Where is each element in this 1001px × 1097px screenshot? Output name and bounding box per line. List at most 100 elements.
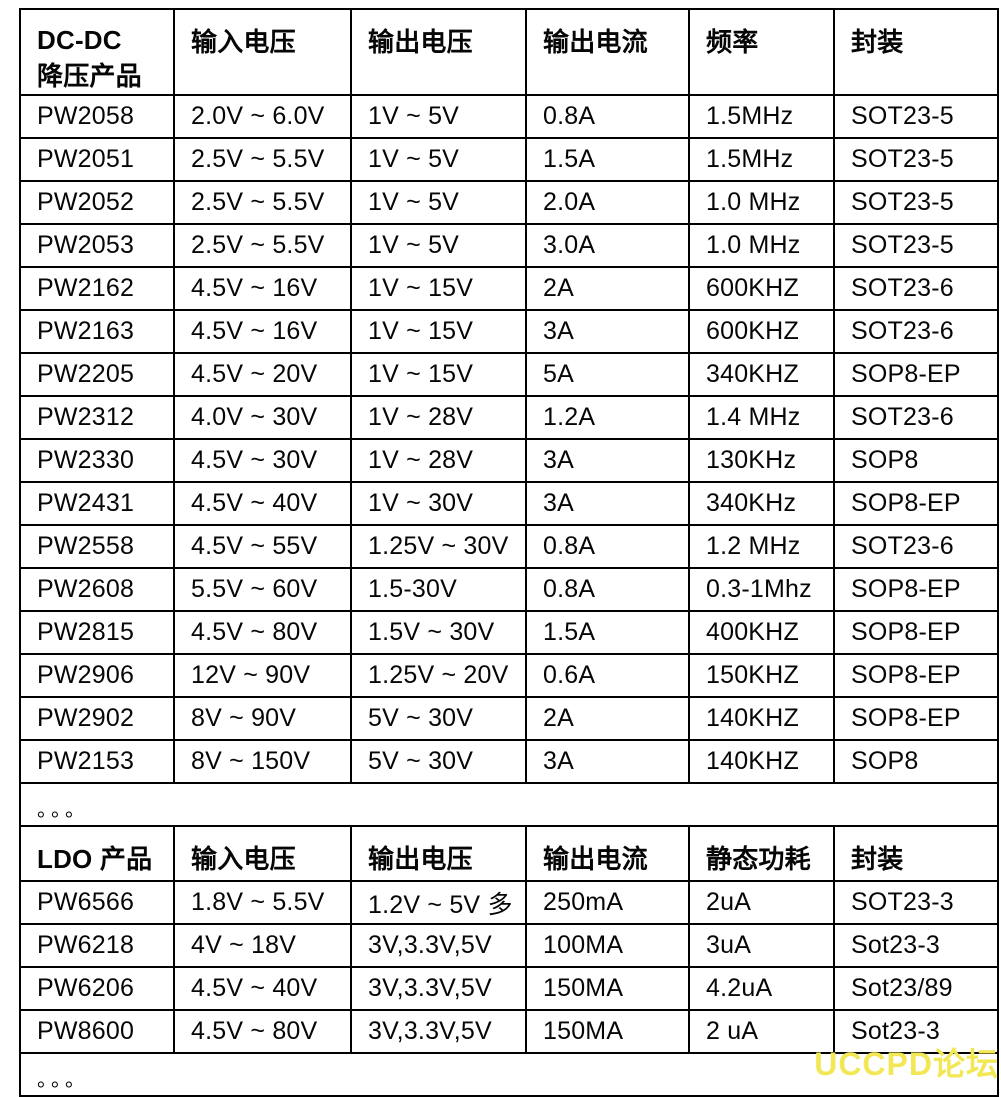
table-cell: 1.5-30V [350, 567, 527, 612]
table-cell: 5A [525, 352, 690, 397]
table-row: PW8600 4.5V ~ 80V 3V,3.3V,5V 150MA 2 uA Sot23… [19, 1009, 999, 1054]
ldo-header-row: LDO 产品 输入电压 输出电压 输出电流 静态功耗 封装 [19, 825, 999, 882]
table-cell: 5V ~ 30V [350, 696, 527, 741]
table-cell: 1V ~ 28V [350, 438, 527, 483]
table-cell: PW2153 [19, 739, 175, 784]
table-cell: 1V ~ 30V [350, 481, 527, 526]
table-row: PW2431 4.5V ~ 40V 1V ~ 30V 3A 340KHz SOP8-EP [19, 481, 999, 526]
table-cell: 3.0A [525, 223, 690, 268]
table-cell: 0.6A [525, 653, 690, 698]
table-cell: PW2431 [19, 481, 175, 526]
ldo-header-output-voltage: 输出电压 [350, 825, 527, 882]
table-cell: PW2162 [19, 266, 175, 311]
table-cell: PW2906 [19, 653, 175, 698]
table-row: PW2906 12V ~ 90V 1.25V ~ 20V 0.6A 150KHZ SOP8… [19, 653, 999, 698]
table-cell: 1.5MHz [688, 137, 835, 182]
table-cell: PW2558 [19, 524, 175, 569]
table-cell: 1.5MHz [688, 94, 835, 139]
table-row: PW2205 4.5V ~ 20V 1V ~ 15V 5A 340KHZ SOP8-EP [19, 352, 999, 397]
table-cell: 4V ~ 18V [173, 923, 352, 968]
table-cell: 1.25V ~ 30V [350, 524, 527, 569]
table-cell: PW2330 [19, 438, 175, 483]
table-cell: SOP8-EP [833, 481, 999, 526]
table-cell: PW2163 [19, 309, 175, 354]
table-row: PW6218 4V ~ 18V 3V,3.3V,5V 100MA 3uA Sot23-3 [19, 923, 999, 968]
table-cell: 1.8V ~ 5.5V [173, 880, 352, 925]
table-cell: 1V ~ 15V [350, 352, 527, 397]
table-cell: 2uA [688, 880, 835, 925]
table-cell: 4.5V ~ 80V [173, 1009, 352, 1054]
table-cell: 1V ~ 5V [350, 94, 527, 139]
table-cell: SOT23-5 [833, 180, 999, 225]
dcdc-ellipsis-cell: 。。。 [19, 782, 999, 827]
table-row: PW2558 4.5V ~ 55V 1.25V ~ 30V 0.8A 1.2 MHz SO… [19, 524, 999, 569]
ldo-ellipsis-row: 。。。 [19, 1052, 999, 1097]
table-cell: SOT23-6 [833, 309, 999, 354]
table-cell: 4.5V ~ 16V [173, 309, 352, 354]
table-row: PW6566 1.8V ~ 5.5V 1.2V ~ 5V 多 250mA 2uA SOT2… [19, 880, 999, 925]
ldo-header-input-voltage: 输入电压 [173, 825, 352, 882]
dcdc-header-output-voltage: 输出电压 [350, 8, 527, 96]
table-cell: 340KHz [688, 481, 835, 526]
table-row: PW2608 5.5V ~ 60V 1.5-30V 0.8A 0.3-1Mhz SOP8-… [19, 567, 999, 612]
table-cell: 1.5V ~ 30V [350, 610, 527, 655]
table-cell: 4.5V ~ 20V [173, 352, 352, 397]
table-cell: PW2902 [19, 696, 175, 741]
table-cell: 2 uA [688, 1009, 835, 1054]
table-cell: PW2053 [19, 223, 175, 268]
table-cell: PW2815 [19, 610, 175, 655]
table-row: PW2902 8V ~ 90V 5V ~ 30V 2A 140KHZ SOP8-EP [19, 696, 999, 741]
table-cell: 100MA [525, 923, 690, 968]
table-cell: 250mA [525, 880, 690, 925]
table-cell: SOT23-3 [833, 880, 999, 925]
table-cell: 1V ~ 15V [350, 266, 527, 311]
ldo-header-quiescent-power: 静态功耗 [688, 825, 835, 882]
table-cell: 2A [525, 266, 690, 311]
table-cell: 1.0 MHz [688, 180, 835, 225]
table-cell: 3A [525, 481, 690, 526]
table-cell: 0.8A [525, 94, 690, 139]
table-cell: 4.5V ~ 16V [173, 266, 352, 311]
table-cell: 8V ~ 150V [173, 739, 352, 784]
table-cell: 1.2V ~ 5V 多 [350, 880, 527, 925]
table-row: PW2051 2.5V ~ 5.5V 1V ~ 5V 1.5A 1.5MHz SOT23-… [19, 137, 999, 182]
table-row: PW2163 4.5V ~ 16V 1V ~ 15V 3A 600KHZ SOT23-6 [19, 309, 999, 354]
table-cell: 150MA [525, 1009, 690, 1054]
table-cell: 2.0A [525, 180, 690, 225]
table-cell: 3A [525, 739, 690, 784]
table-row: PW2815 4.5V ~ 80V 1.5V ~ 30V 1.5A 400KHZ SOP8… [19, 610, 999, 655]
table-row: PW2162 4.5V ~ 16V 1V ~ 15V 2A 600KHZ SOT23-6 [19, 266, 999, 311]
table-cell: 4.5V ~ 40V [173, 966, 352, 1011]
dcdc-title-cell: DC-DC 降压产品 [19, 8, 175, 96]
table-cell: 0.8A [525, 567, 690, 612]
table-cell: 1.25V ~ 20V [350, 653, 527, 698]
table-cell: SOP8 [833, 739, 999, 784]
dcdc-header-row: DC-DC 降压产品 输入电压 输出电压 输出电流 频率 封装 [19, 8, 999, 96]
dcdc-header-package: 封装 [833, 8, 999, 96]
table-cell: 1.2A [525, 395, 690, 440]
ldo-ellipsis-cell: 。。。 [19, 1052, 999, 1097]
ldo-table-body: PW6566 1.8V ~ 5.5V 1.2V ~ 5V 多 250mA 2uA SOT2… [19, 880, 999, 1054]
table-cell: SOP8-EP [833, 352, 999, 397]
table-cell: 140KHZ [688, 696, 835, 741]
table-cell: 1V ~ 5V [350, 137, 527, 182]
table-cell: 8V ~ 90V [173, 696, 352, 741]
table-cell: PW2312 [19, 395, 175, 440]
dcdc-header-frequency: 频率 [688, 8, 835, 96]
table-cell: PW2608 [19, 567, 175, 612]
table-cell: 1.4 MHz [688, 395, 835, 440]
table-cell: 3A [525, 438, 690, 483]
table-cell: 600KHZ [688, 266, 835, 311]
table-cell: SOT23-6 [833, 524, 999, 569]
table-cell: 140KHZ [688, 739, 835, 784]
table-row: PW2312 4.0V ~ 30V 1V ~ 28V 1.2A 1.4 MHz SOT23… [19, 395, 999, 440]
table-cell: PW6566 [19, 880, 175, 925]
table-cell: 4.5V ~ 55V [173, 524, 352, 569]
table-cell: 3V,3.3V,5V [350, 923, 527, 968]
table-cell: 150MA [525, 966, 690, 1011]
table-cell: 1V ~ 5V [350, 223, 527, 268]
table-cell: 4.5V ~ 40V [173, 481, 352, 526]
table-cell: 12V ~ 90V [173, 653, 352, 698]
table-row: PW2058 2.0V ~ 6.0V 1V ~ 5V 0.8A 1.5MHz SOT23-… [19, 94, 999, 139]
table-cell: 4.5V ~ 30V [173, 438, 352, 483]
